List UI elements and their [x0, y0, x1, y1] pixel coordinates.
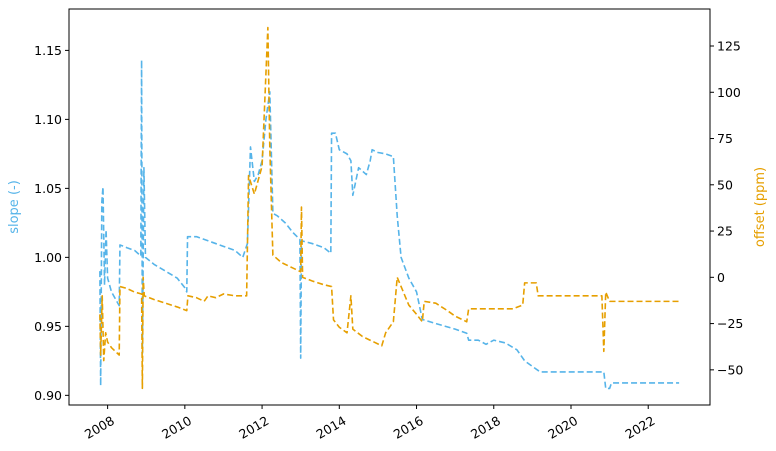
- y-right-tick-label: 50: [717, 177, 733, 192]
- y-right-tick-label: −50: [717, 362, 743, 377]
- series-layer: [99, 26, 680, 390]
- x-axis: 2008 2010 2012 2014 2016 2018 2020 2022: [82, 405, 658, 442]
- x-tick-label: 2010: [159, 413, 194, 442]
- y-axis-right: −50 −25 0 25 50 75 100 125: [710, 39, 743, 377]
- x-tick-label: 2022: [622, 413, 657, 442]
- plot-frame: [68, 8, 711, 406]
- y-axis-left-title: slope (-): [7, 180, 22, 234]
- x-tick-label: 2016: [391, 413, 426, 442]
- x-tick-label: 2012: [236, 413, 271, 442]
- x-tick-label: 2008: [82, 413, 117, 442]
- y-right-tick-label: 100: [717, 85, 741, 100]
- y-right-tick-label: 125: [717, 39, 741, 54]
- x-tick-label: 2014: [314, 413, 349, 442]
- y-axis-right-title: offset (ppm): [753, 167, 768, 247]
- y-left-tick-label: 1.10: [34, 112, 62, 127]
- offset-series-line: [99, 26, 680, 390]
- y-left-tick-label: 1.00: [34, 250, 62, 265]
- y-axis-left: 0.90 0.95 1.00 1.05 1.10 1.15: [34, 43, 69, 403]
- slope-series-line: [99, 59, 680, 390]
- y-right-tick-label: −25: [717, 316, 743, 331]
- y-left-tick-label: 1.15: [34, 43, 62, 58]
- y-right-tick-label: 0: [717, 270, 725, 285]
- y-right-tick-label: 75: [717, 131, 733, 146]
- y-left-tick-label: 1.05: [34, 181, 62, 196]
- x-tick-label: 2020: [545, 413, 580, 442]
- y-right-tick-label: 25: [717, 224, 733, 239]
- y-left-tick-label: 0.95: [34, 319, 62, 334]
- y-left-tick-label: 0.90: [34, 388, 62, 403]
- x-tick-label: 2018: [468, 413, 503, 442]
